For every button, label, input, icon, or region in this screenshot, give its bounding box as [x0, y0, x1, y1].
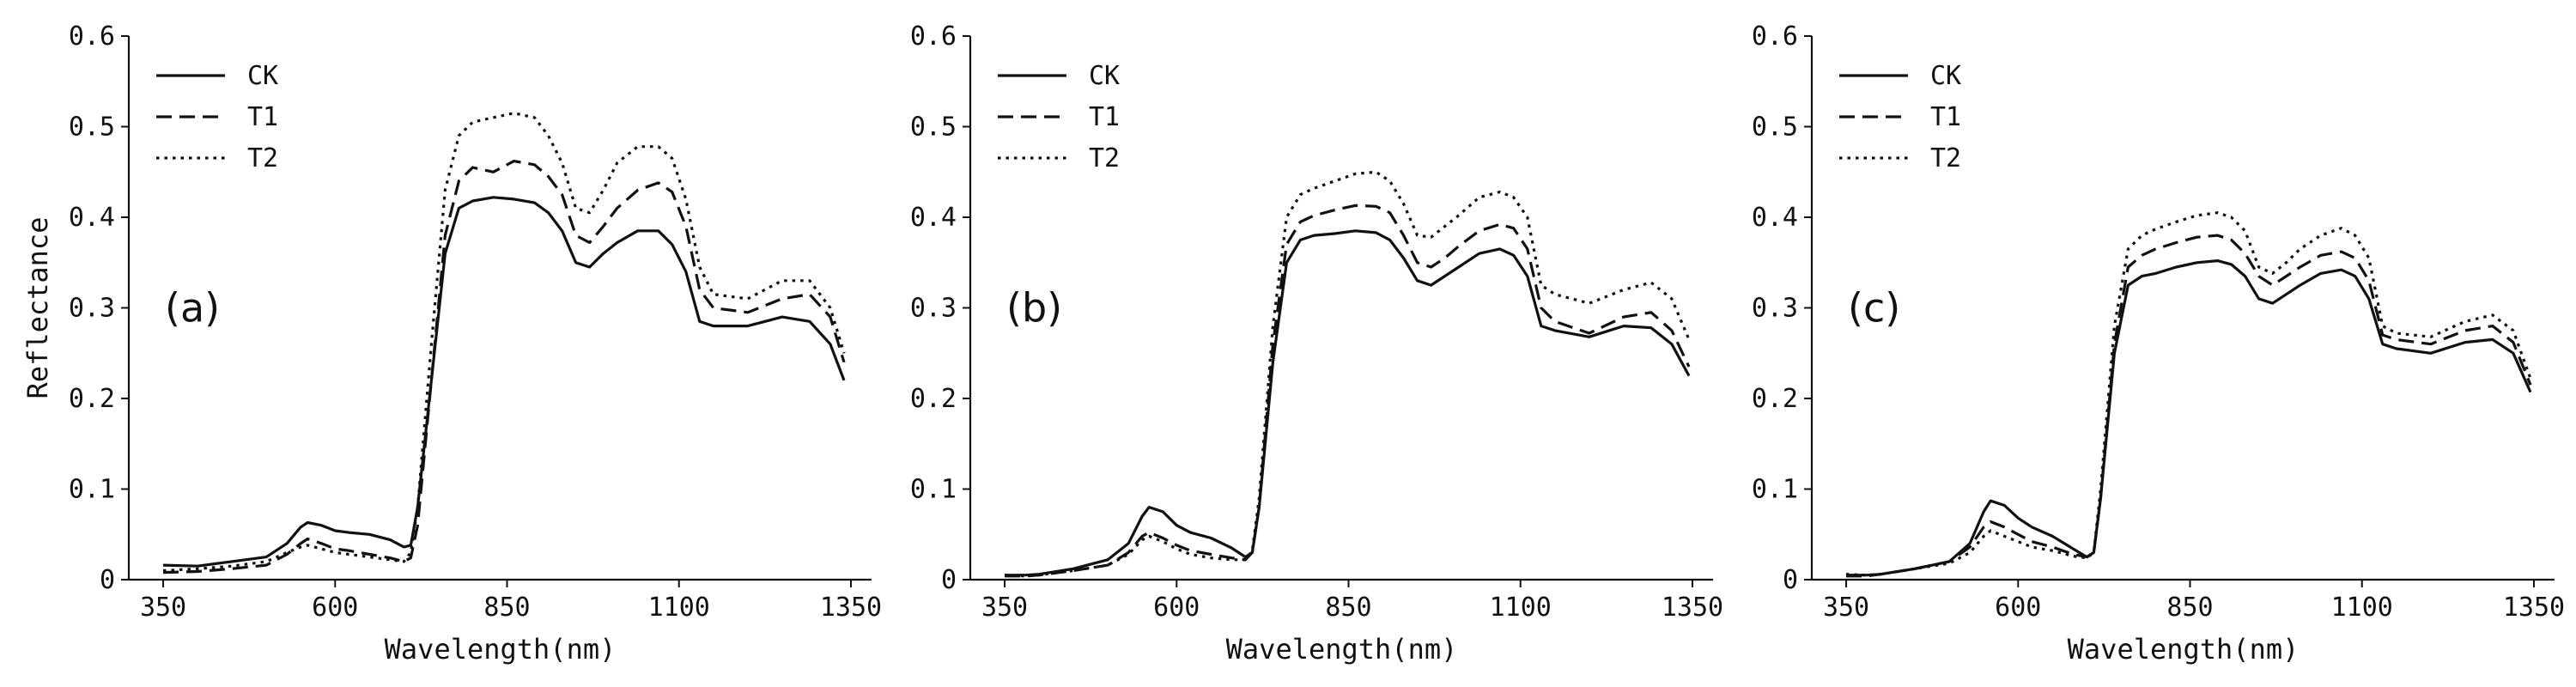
x-tick-label: 350 — [1823, 593, 1869, 623]
legend-label-ck: CK — [1930, 61, 1961, 91]
series-line-ck — [162, 196, 846, 568]
y-tick-label: 0.1 — [69, 475, 115, 505]
series-line-t1 — [162, 160, 846, 575]
x-axis-label: Wavelength(nm) — [2068, 633, 2300, 666]
y-tick-label: 0.3 — [69, 294, 115, 324]
y-tick-label: 0 — [100, 565, 115, 595]
chart-panel-3: 0 0.1 0.2 0.3 0.4 0.5 0.6 350 600 850 1100 1350 Wave… — [1752, 21, 2565, 666]
x-tick-label: 850 — [1325, 593, 1371, 623]
y-tick-label: 0 — [941, 565, 957, 595]
series-line-t1 — [1846, 234, 2532, 578]
chart-panel-2: 0 0.1 0.2 0.3 0.4 0.5 0.6 350 600 850 1100 1350 Wave… — [910, 21, 1723, 666]
legend-label-t2: T2 — [1930, 143, 1961, 173]
x-tick-label: 850 — [2166, 593, 2213, 623]
y-tick-label: 0.6 — [1752, 21, 1798, 52]
legend-label-t1: T1 — [1930, 102, 1961, 132]
series-line-t2 — [1845, 211, 2532, 577]
x-tick-label: 1100 — [1490, 593, 1552, 623]
y-tick-label: 0.6 — [69, 21, 115, 52]
y-tick-label: 0 — [1783, 565, 1798, 595]
series-line-ck — [1846, 259, 2532, 577]
x-tick-label: 600 — [1153, 593, 1200, 623]
x-tick-label: 1100 — [648, 593, 710, 623]
x-tick-label: 1100 — [2331, 593, 2393, 623]
legend-label-ck: CK — [247, 61, 278, 91]
y-tick-label: 0.2 — [1752, 384, 1798, 414]
x-tick-label: 600 — [312, 593, 358, 623]
series-line-t1 — [1005, 204, 1691, 578]
y-tick-label: 0.5 — [1752, 112, 1798, 143]
x-tick-label: 1350 — [820, 593, 882, 623]
y-tick-label: 0.1 — [1752, 475, 1798, 505]
y-tick-label: 0.2 — [910, 384, 957, 414]
y-tick-label: 0.4 — [910, 203, 957, 233]
y-tick-label: 0.4 — [1752, 203, 1798, 233]
y-axis-label: Reflectance — [21, 217, 54, 399]
legend-label-t2: T2 — [1089, 143, 1120, 173]
y-tick-label: 0.6 — [910, 21, 957, 52]
x-tick-label: 350 — [140, 593, 186, 623]
x-tick-label: 1350 — [1662, 593, 1723, 623]
series-line-ck — [1005, 229, 1691, 577]
x-tick-label: 1350 — [2503, 593, 2565, 623]
y-tick-label: 0.3 — [910, 294, 957, 324]
x-tick-label: 850 — [483, 593, 530, 623]
y-tick-label: 0.4 — [69, 203, 115, 233]
legend-label-t2: T2 — [247, 143, 278, 173]
panel-label: (b) — [1006, 285, 1062, 331]
y-tick-label: 0.5 — [910, 112, 957, 143]
x-axis-label: Wavelength(nm) — [385, 633, 617, 666]
y-tick-label: 0.3 — [1752, 294, 1798, 324]
y-tick-label: 0.1 — [910, 475, 957, 505]
legend-label-t1: T1 — [1089, 102, 1120, 132]
legend-label-t1: T1 — [247, 102, 278, 132]
chart-panel-1: 0 0.1 0.2 0.3 0.4 0.5 0.6 350 600 850 1100 1350 Wave… — [21, 21, 882, 666]
legend-label-ck: CK — [1089, 61, 1120, 91]
y-tick-label: 0.5 — [69, 112, 115, 143]
panel-label: (c) — [1848, 285, 1900, 331]
panel-label: (a) — [165, 285, 220, 331]
y-tick-label: 0.2 — [69, 384, 115, 414]
x-tick-label: 600 — [1995, 593, 2041, 623]
series-line-t2 — [162, 112, 846, 573]
series-line-t2 — [1004, 170, 1691, 578]
x-axis-label: Wavelength(nm) — [1226, 633, 1458, 666]
x-tick-label: 350 — [981, 593, 1028, 623]
